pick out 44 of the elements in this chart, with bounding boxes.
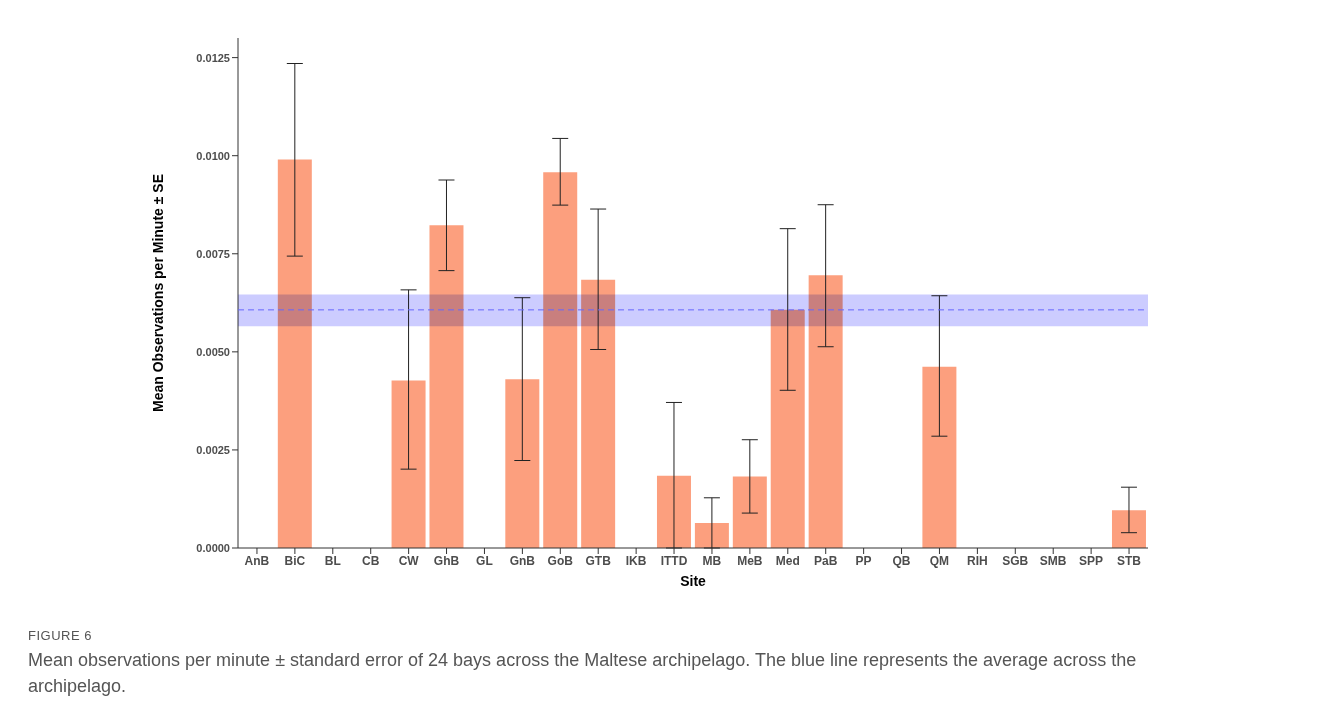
x-tick-label: GnB: [509, 553, 536, 568]
x-tick-label: MeB: [737, 553, 763, 568]
x-tick-label: GTB: [585, 553, 612, 568]
x-tick-label: SPP: [1079, 553, 1104, 568]
x-axis-title: Site: [680, 573, 707, 589]
bar: [1111, 510, 1146, 548]
x-tick-label: IKB: [625, 553, 647, 568]
x-tick-label: BiC: [284, 553, 306, 568]
x-tick-label: CW: [398, 553, 420, 568]
bar: [277, 159, 312, 548]
x-tick-label: SMB: [1039, 553, 1067, 568]
bar: [732, 476, 767, 548]
x-tick-label: STB: [1117, 553, 1142, 568]
bar: [543, 172, 578, 548]
x-tick-label: GhB: [433, 553, 460, 568]
x-tick-label: GL: [476, 553, 493, 568]
y-axis-title: Mean Observations per Minute ± SE: [149, 174, 166, 412]
x-tick-label: AnB: [244, 553, 270, 568]
bar: [391, 380, 426, 548]
x-tick-label: QB: [892, 553, 911, 568]
x-tick-label: PaB: [814, 553, 838, 568]
y-tick-label: 0.0000: [196, 541, 230, 554]
x-tick-label: MB: [702, 553, 722, 568]
x-tick-label: ITTD: [660, 553, 688, 568]
text: Mean observations per minute ± standard error of 24 bays across the Maltese archipelago. The blue line represents the average across the archipelago.: [28, 649, 1138, 698]
bar: [922, 366, 957, 548]
bar: [429, 225, 464, 548]
caption: FIGURE 6: [28, 628, 93, 643]
bar: [694, 522, 729, 548]
y-tick-label: 0.0050: [196, 345, 230, 358]
y-tick-label: 0.0075: [196, 247, 230, 260]
x-tick-label: SGB: [1002, 553, 1029, 568]
x-tick-label: PP: [855, 553, 872, 568]
x-tick-label: QM: [929, 553, 950, 568]
y-tick-label: 0.0025: [196, 443, 230, 456]
x-tick-label: GoB: [547, 553, 574, 568]
y-tick-label: 0.0100: [196, 149, 230, 162]
bar: [505, 379, 540, 548]
x-tick-label: BL: [324, 553, 341, 568]
x-tick-label: RIH: [967, 553, 988, 568]
x-tick-label: CB: [362, 553, 380, 568]
y-tick-label: 0.0125: [196, 51, 230, 64]
x-tick-label: Med: [775, 553, 800, 568]
bar: [656, 475, 691, 548]
